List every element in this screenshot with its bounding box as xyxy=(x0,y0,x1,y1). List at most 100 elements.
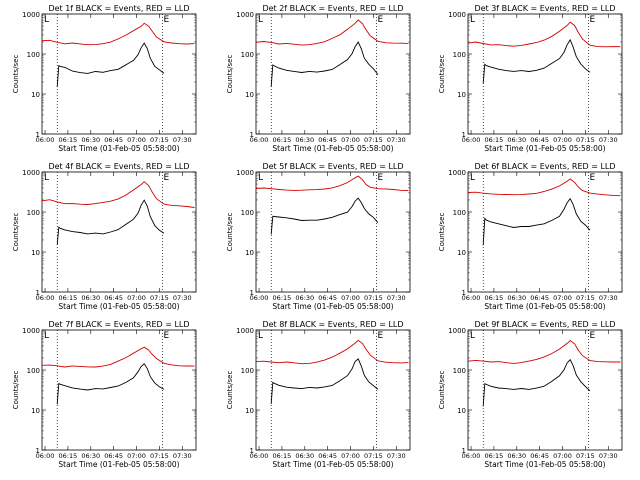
x-tick-label: 07:00 xyxy=(341,452,360,460)
x-axis-label: Start Time (01-Feb-05 05:58:00) xyxy=(484,460,605,469)
y-axis-label: Counts/sec xyxy=(12,213,20,252)
x-tick-label: 06:30 xyxy=(81,294,100,302)
x-tick-label: 06:00 xyxy=(250,136,269,144)
x-tick-label: 06:30 xyxy=(81,136,100,144)
x-tick-label: 06:15 xyxy=(59,136,78,144)
x-tick-label: 06:15 xyxy=(485,452,504,460)
y-tick-label: 1000 xyxy=(448,327,466,335)
x-tick-label: 06:30 xyxy=(507,452,526,460)
x-tick-label: 06:45 xyxy=(318,452,337,460)
y-tick-label: 100 xyxy=(27,51,40,59)
chart-panel: Det 4f BLACK = Events, RED = LLD 1 10 100 10… xyxy=(12,162,197,311)
plot-frame xyxy=(41,13,197,135)
x-tick-label: 07:00 xyxy=(127,452,146,460)
chart-title: Det 6f BLACK = Events, RED = LLD xyxy=(474,162,615,171)
x-tick-label: 06:30 xyxy=(81,452,100,460)
x-axis-label: Start Time (01-Feb-05 05:58:00) xyxy=(58,144,179,153)
x-tick-label: 07:15 xyxy=(364,136,383,144)
x-tick-label: 07:30 xyxy=(387,136,406,144)
x-tick-label: 07:30 xyxy=(387,452,406,460)
y-tick-label: 1 xyxy=(36,131,40,139)
y-axis-label: Counts/sec xyxy=(438,55,446,94)
events-series-line xyxy=(56,42,165,88)
x-tick-label: 06:15 xyxy=(59,452,78,460)
x-tick-label: 06:00 xyxy=(462,136,481,144)
lld-series-line xyxy=(41,181,195,208)
chart-panel: Det 5f BLACK = Events, RED = LLD 1 10 100 10… xyxy=(226,162,411,311)
chart-title: Det 9f BLACK = Events, RED = LLD xyxy=(474,320,615,329)
events-series-line xyxy=(270,358,379,404)
x-tick-label: 06:00 xyxy=(36,294,55,302)
chart-panel: Det 6f BLACK = Events, RED = LLD 1 10 100 10… xyxy=(438,162,623,311)
plot-frame xyxy=(41,171,197,293)
end-marker: E xyxy=(163,15,169,25)
y-tick-label: 1000 xyxy=(236,327,254,335)
y-tick-label: 100 xyxy=(241,51,254,59)
x-tick-label: 06:45 xyxy=(318,294,337,302)
y-tick-label: 1 xyxy=(250,131,254,139)
y-tick-label: 1000 xyxy=(22,327,40,335)
y-tick-label: 100 xyxy=(453,51,466,59)
x-tick-label: 06:15 xyxy=(273,136,292,144)
chart-panel: Det 9f BLACK = Events, RED = LLD 1 10 100 10… xyxy=(438,320,623,469)
x-tick-label: 07:30 xyxy=(599,136,618,144)
x-tick-label: 07:00 xyxy=(127,294,146,302)
x-tick-label: 07:00 xyxy=(341,294,360,302)
events-series-line xyxy=(56,199,165,245)
y-tick-label: 10 xyxy=(457,249,466,257)
x-tick-label: 07:00 xyxy=(341,136,360,144)
y-tick-label: 10 xyxy=(31,91,40,99)
chart-panel: Det 3f BLACK = Events, RED = LLD 1 10 100 10… xyxy=(438,4,623,153)
y-tick-label: 1 xyxy=(462,447,466,455)
x-axis-label: Start Time (01-Feb-05 05:58:00) xyxy=(58,302,179,311)
y-tick-label: 10 xyxy=(457,91,466,99)
x-tick-label: 06:45 xyxy=(530,136,549,144)
chart-title: Det 7f BLACK = Events, RED = LLD xyxy=(48,320,189,329)
chart-panel: Det 8f BLACK = Events, RED = LLD 1 10 100 10… xyxy=(226,320,411,469)
y-tick-label: 10 xyxy=(245,91,254,99)
y-axis-label: Counts/sec xyxy=(226,213,234,252)
start-marker: L xyxy=(44,173,49,183)
x-tick-label: 07:30 xyxy=(173,452,192,460)
y-axis-label: Counts/sec xyxy=(226,371,234,410)
x-axis-label: Start Time (01-Feb-05 05:58:00) xyxy=(272,144,393,153)
y-tick-label: 10 xyxy=(245,407,254,415)
x-axis-label: Start Time (01-Feb-05 05:58:00) xyxy=(58,460,179,469)
x-tick-label: 06:00 xyxy=(36,136,55,144)
x-tick-label: 07:30 xyxy=(387,294,406,302)
x-tick-label: 06:00 xyxy=(462,452,481,460)
events-series-line xyxy=(482,38,591,84)
plot-frame xyxy=(467,329,623,451)
x-tick-label: 06:45 xyxy=(530,294,549,302)
y-tick-label: 10 xyxy=(457,407,466,415)
plot-frame xyxy=(41,329,197,451)
chart-title: Det 8f BLACK = Events, RED = LLD xyxy=(262,320,403,329)
x-tick-label: 06:45 xyxy=(104,452,123,460)
lld-series-line xyxy=(255,175,409,192)
chart-title: Det 1f BLACK = Events, RED = LLD xyxy=(48,4,189,13)
y-tick-label: 1000 xyxy=(448,169,466,177)
start-marker: L xyxy=(44,15,49,25)
lld-series-line xyxy=(41,346,195,368)
chart-title: Det 2f BLACK = Events, RED = LLD xyxy=(262,4,403,13)
y-tick-label: 10 xyxy=(31,407,40,415)
x-tick-label: 06:00 xyxy=(36,452,55,460)
y-tick-label: 1000 xyxy=(22,11,40,19)
chart-panel: Det 1f BLACK = Events, RED = LLD 1 10 100 10… xyxy=(12,4,197,153)
x-tick-label: 07:15 xyxy=(150,136,169,144)
start-marker: L xyxy=(470,173,475,183)
y-tick-label: 10 xyxy=(245,249,254,257)
x-tick-label: 07:30 xyxy=(173,136,192,144)
end-marker: E xyxy=(377,173,383,183)
x-tick-label: 06:45 xyxy=(530,452,549,460)
start-marker: L xyxy=(44,331,49,341)
x-tick-label: 06:15 xyxy=(59,294,78,302)
chart-title: Det 4f BLACK = Events, RED = LLD xyxy=(48,162,189,171)
events-series-line xyxy=(482,358,591,407)
events-series-line xyxy=(56,363,165,405)
plot-frame xyxy=(255,13,411,135)
x-tick-label: 07:15 xyxy=(150,452,169,460)
x-tick-label: 07:15 xyxy=(576,452,595,460)
x-axis-label: Start Time (01-Feb-05 05:58:00) xyxy=(484,302,605,311)
